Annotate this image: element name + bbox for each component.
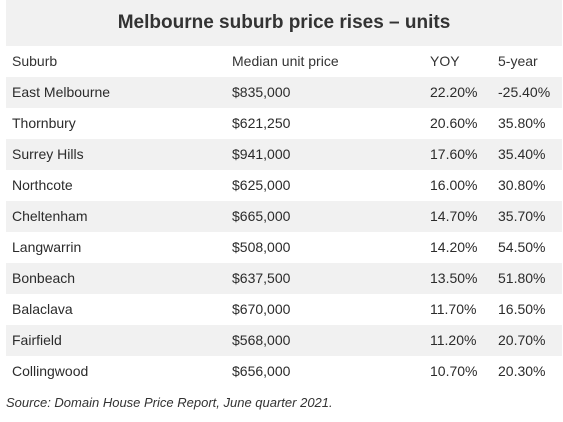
- header-suburb: Suburb: [12, 53, 58, 69]
- cell-yoy: 10.70%: [430, 363, 478, 379]
- cell-yoy: 22.20%: [430, 84, 478, 100]
- table-header-row: Suburb Median unit price YOY 5-year: [6, 46, 562, 77]
- cell-yoy: 11.70%: [430, 301, 477, 317]
- cell-median-price: $621,250: [232, 115, 291, 131]
- cell-suburb: Collingwood: [12, 363, 89, 379]
- cell-5-year: 30.80%: [498, 177, 546, 193]
- table-row: Collingwood $656,000 10.70% 20.30%: [6, 356, 562, 387]
- cell-median-price: $835,000: [232, 84, 291, 100]
- table-body: East Melbourne $835,000 22.20% -25.40% Thorn…: [6, 77, 562, 387]
- table-row: Northcote $625,000 16.00% 30.80%: [6, 170, 562, 201]
- cell-suburb: Cheltenham: [12, 208, 88, 224]
- table-row: Bonbeach $637,500 13.50% 51.80%: [6, 263, 562, 294]
- cell-yoy: 14.70%: [430, 208, 478, 224]
- cell-suburb: Bonbeach: [12, 270, 76, 286]
- table-row: Langwarrin $508,000 14.20% 54.50%: [6, 232, 562, 263]
- table-row: Fairfield $568,000 11.20% 20.70%: [6, 325, 562, 356]
- cell-median-price: $665,000: [232, 208, 291, 224]
- cell-yoy: 16.00%: [430, 177, 478, 193]
- cell-5-year: 35.70%: [498, 208, 546, 224]
- cell-median-price: $656,000: [232, 363, 291, 379]
- table-row: Thornbury $621,250 20.60% 35.80%: [6, 108, 562, 139]
- header-yoy: YOY: [430, 53, 460, 69]
- table-title: Melbourne suburb price rises – units: [6, 0, 562, 46]
- cell-suburb: Langwarrin: [12, 239, 82, 255]
- cell-5-year: -25.40%: [498, 84, 551, 100]
- cell-5-year: 20.30%: [498, 363, 546, 379]
- cell-median-price: $625,000: [232, 177, 291, 193]
- cell-median-price: $670,000: [232, 301, 291, 317]
- cell-5-year: 35.80%: [498, 115, 546, 131]
- cell-suburb: Northcote: [12, 177, 73, 193]
- cell-5-year: 35.40%: [498, 146, 546, 162]
- cell-suburb: Surrey Hills: [12, 146, 84, 162]
- cell-suburb: Fairfield: [12, 332, 62, 348]
- cell-median-price: $508,000: [232, 239, 291, 255]
- cell-suburb: Thornbury: [12, 115, 76, 131]
- cell-5-year: 16.50%: [498, 301, 546, 317]
- table-row: Balaclava $670,000 11.70% 16.50%: [6, 294, 562, 325]
- table-row: Cheltenham $665,000 14.70% 35.70%: [6, 201, 562, 232]
- cell-yoy: 11.20%: [430, 332, 477, 348]
- cell-median-price: $568,000: [232, 332, 291, 348]
- cell-5-year: 51.80%: [498, 270, 546, 286]
- table-row: East Melbourne $835,000 22.20% -25.40%: [6, 77, 562, 108]
- price-table: Melbourne suburb price rises – units Sub…: [6, 0, 562, 387]
- header-5-year: 5-year: [498, 53, 538, 69]
- cell-yoy: 13.50%: [430, 270, 478, 286]
- cell-suburb: East Melbourne: [12, 84, 111, 100]
- cell-5-year: 54.50%: [498, 239, 546, 255]
- cell-yoy: 14.20%: [430, 239, 478, 255]
- cell-median-price: $941,000: [232, 146, 291, 162]
- cell-median-price: $637,500: [232, 270, 291, 286]
- source-note: Source: Domain House Price Report, June …: [6, 395, 333, 410]
- table-row: Surrey Hills $941,000 17.60% 35.40%: [6, 139, 562, 170]
- cell-yoy: 17.60%: [430, 146, 478, 162]
- cell-yoy: 20.60%: [430, 115, 478, 131]
- cell-suburb: Balaclava: [12, 301, 73, 317]
- header-median-price: Median unit price: [232, 53, 339, 69]
- cell-5-year: 20.70%: [498, 332, 546, 348]
